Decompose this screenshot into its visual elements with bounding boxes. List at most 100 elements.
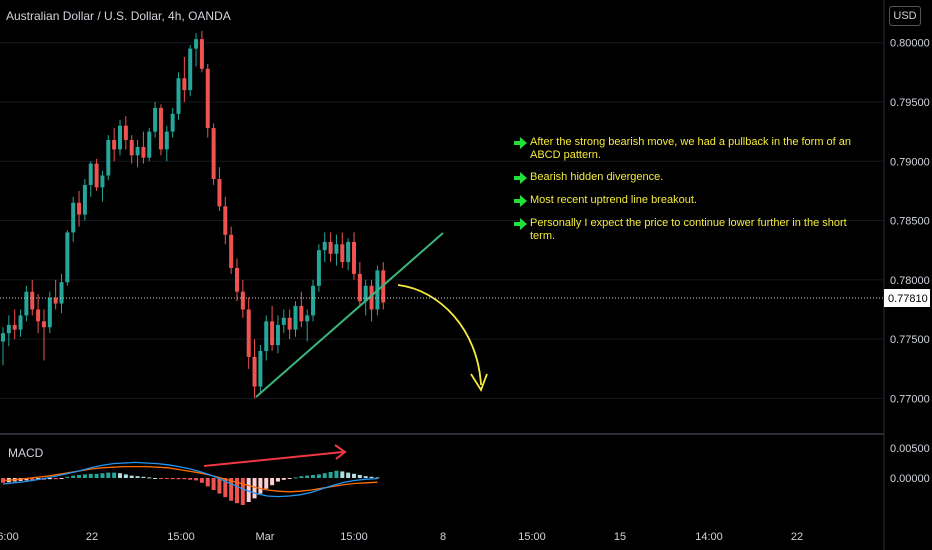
candle-body (369, 285, 374, 310)
time-tick-label: 22 (791, 531, 803, 543)
candle-body (176, 78, 181, 114)
note-item: Bearish hidden divergence. (512, 171, 857, 185)
macd-histogram-bar (176, 478, 181, 480)
macd-histogram-bar (94, 473, 99, 478)
candle-body (229, 234, 234, 268)
macd-histogram-bar (112, 472, 117, 478)
current-price-tag (884, 289, 930, 307)
uptrend-line[interactable] (255, 232, 444, 398)
candle-body (205, 68, 210, 129)
macd-histogram-bar (24, 478, 29, 481)
price-axis: 0.80000 0.79500 0.79000 0.78500 0.78000 0.775… (890, 38, 930, 406)
candle-body (334, 244, 339, 254)
price-tick-label: 0.78500 (890, 216, 930, 228)
macd-histogram-bar (328, 472, 333, 478)
macd-histogram (1, 470, 380, 505)
candle-body (88, 163, 93, 185)
price-tick-label: 0.78000 (890, 275, 930, 287)
candle-body (340, 244, 345, 263)
macd-histogram-bar (170, 478, 175, 480)
macd-histogram-bar (194, 478, 199, 481)
green-arrow-icon (514, 137, 527, 149)
candle-body (258, 350, 263, 387)
macd-histogram-bar (164, 478, 169, 479)
candle-body (240, 291, 245, 310)
macd-histogram-bar (129, 475, 134, 478)
candle-body (141, 147, 146, 158)
macd-histogram-bar (158, 478, 163, 479)
price-tick-label: 0.79000 (890, 156, 930, 168)
macd-histogram-bar (363, 476, 368, 478)
macd-histogram-bar (369, 476, 374, 478)
currency-button[interactable]: USD (889, 6, 921, 26)
macd-histogram-bar (375, 477, 380, 479)
macd-histogram-bar (229, 478, 234, 501)
note-item: Personally I expect the price to continu… (512, 217, 857, 243)
candle-body (123, 125, 128, 140)
candle-body (36, 309, 41, 322)
note-text: After the strong bearish move, we had a … (530, 136, 852, 161)
macd-histogram-bar (123, 474, 128, 478)
candle-body (1, 333, 5, 342)
macd-histogram-bar (258, 478, 263, 494)
candle-body (346, 241, 351, 263)
time-tick-label: 15:00 (518, 531, 546, 543)
macd-histogram-bar (305, 475, 310, 478)
macd-histogram-bar (100, 473, 105, 478)
candle-body (235, 267, 239, 292)
macd-histogram-bar (246, 478, 251, 502)
green-arrow-icon (514, 218, 527, 230)
macd-histogram-bar (316, 474, 321, 478)
candle-body (328, 241, 333, 254)
analysis-notes: After the strong bearish move, we had a … (512, 136, 857, 252)
time-tick-label: 14:00 (695, 531, 723, 543)
macd-histogram-bar (287, 478, 292, 479)
macd-histogram-bar (352, 473, 356, 478)
candle-body (30, 291, 35, 310)
candle-body (106, 139, 111, 176)
candle-body (357, 273, 362, 302)
macd-histogram-bar (334, 470, 339, 478)
signal-line (2, 465, 378, 493)
candle-body (287, 317, 292, 330)
candle-body (252, 356, 257, 387)
note-text: Bearish hidden divergence. (530, 171, 664, 183)
price-tick-label: 0.77000 (890, 393, 930, 405)
candle-body (112, 139, 117, 150)
chart-title: Australian Dollar / U.S. Dollar, 4h, OAN… (6, 9, 231, 23)
candle-body (264, 321, 269, 351)
macd-histogram-bar (346, 472, 351, 478)
candle-body (53, 297, 58, 304)
candle-body (182, 78, 187, 91)
macd-histogram-bar (53, 478, 58, 480)
candle-body (47, 297, 52, 328)
candle-body (24, 291, 29, 316)
macd-histogram-bar (299, 476, 304, 478)
macd-axis: 0.00500 0.00000 (890, 443, 930, 485)
candle-body (12, 324, 17, 330)
divergence-line[interactable] (203, 451, 344, 467)
macd-indicator-label[interactable]: MACD (8, 446, 44, 460)
note-item: Most recent uptrend line breakout. (512, 194, 857, 208)
candle-body (158, 107, 163, 150)
price-tick-label: 0.80000 (890, 38, 930, 50)
green-arrow-icon (514, 172, 527, 184)
candle-body (322, 241, 327, 251)
candle-body (188, 48, 193, 91)
candle-body (293, 305, 298, 330)
macd-histogram-bar (217, 478, 222, 494)
candle-body (311, 285, 316, 316)
macd-histogram-bar (47, 478, 52, 480)
note-item: After the strong bearish move, we had a … (512, 136, 857, 162)
candle-body (270, 321, 275, 346)
macd-histogram-bar (188, 478, 193, 480)
candle-body (6, 324, 11, 334)
macd-histogram-bar (153, 478, 158, 479)
candle-body (164, 131, 169, 150)
candle-body (129, 139, 134, 156)
forecast-arrow-curve[interactable] (397, 284, 482, 386)
current-price-label: 0.77810 (888, 293, 928, 305)
macd-histogram-bar (71, 475, 76, 478)
macd-histogram-bar (281, 478, 286, 480)
